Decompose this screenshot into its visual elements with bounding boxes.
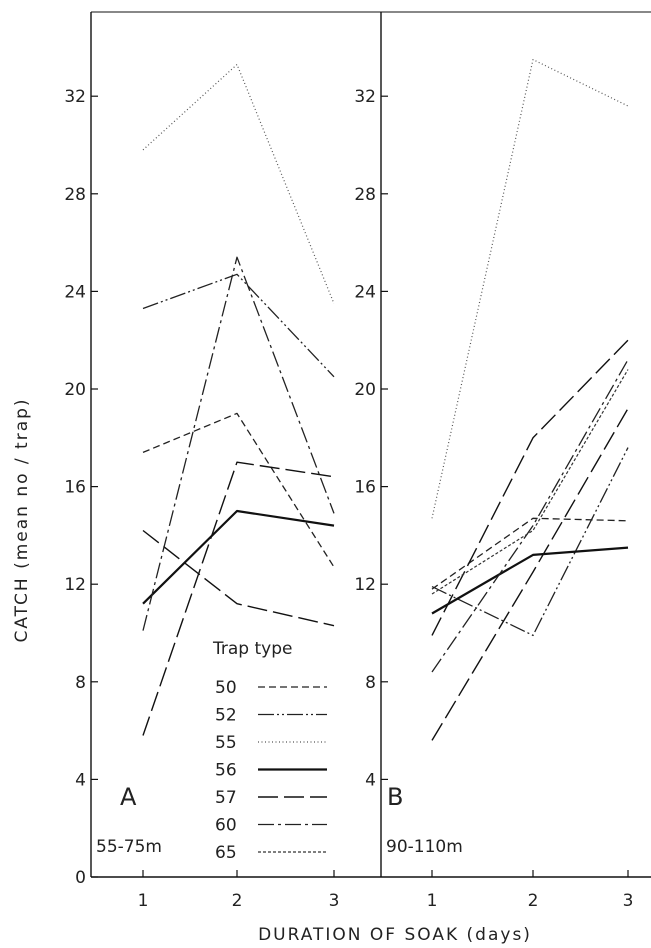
y-tick-label: 24 (354, 282, 376, 302)
series-line-60 (142, 256, 335, 631)
series-line-57 (142, 461, 335, 736)
legend-label: 52 (215, 706, 237, 726)
y-tick-label: 28 (354, 185, 376, 205)
series-line-56 (431, 546, 629, 615)
x-axis-title: DURATION OF SOAK (days) (258, 925, 532, 945)
y-tick-label: 8 (365, 673, 376, 693)
y-tick-label: 24 (64, 282, 86, 302)
y-tick-label: 12 (64, 575, 86, 595)
series-line-52 (142, 273, 335, 378)
legend-label: 60 (215, 816, 237, 836)
y-tick-label: 8 (75, 673, 86, 693)
panel-depth-label: 90-110m (386, 837, 463, 857)
x-tick-label: 2 (232, 891, 243, 911)
y-axis-title: CATCH (mean no / trap) (12, 397, 32, 642)
legend-label: 65 (215, 843, 237, 863)
panel-label: A (120, 783, 137, 811)
series-line-57 (431, 339, 629, 636)
legend-label: 55 (215, 733, 237, 753)
legend: Trap type 50 52 55 56 57 60 65 (212, 639, 327, 863)
y-tick-label: 20 (354, 380, 376, 400)
y-tick-label: 12 (354, 575, 376, 595)
y-tick-label: 32 (354, 87, 376, 107)
chart-frame (90, 11, 651, 878)
series-line-50 (142, 412, 335, 568)
series-line-57 (431, 408, 629, 741)
x-tick-label: 2 (528, 891, 539, 911)
legend-title: Trap type (212, 639, 292, 659)
series-line-56 (142, 509, 335, 605)
y-tick-label: 16 (64, 478, 86, 498)
y-tick-label: 28 (64, 185, 86, 205)
legend-label: 50 (215, 678, 237, 698)
series-line-55 (142, 63, 335, 304)
y-tick-label: 0 (75, 868, 86, 888)
series-line-55 (431, 58, 629, 519)
series-line-50 (431, 517, 629, 590)
legend-label: 57 (215, 788, 237, 808)
x-tick-label: 1 (138, 891, 149, 911)
series-line-57 (142, 529, 335, 627)
y-tick-label: 16 (354, 478, 376, 498)
panel-depth-label: 55-75m (96, 837, 162, 857)
panel-label: B (387, 783, 403, 811)
legend-label: 56 (215, 761, 237, 781)
x-tick-label: 3 (329, 891, 340, 911)
x-tick-label: 3 (623, 891, 634, 911)
chart-plot (142, 58, 629, 741)
series-line-60 (431, 359, 629, 673)
series-line-65 (431, 369, 629, 595)
y-tick-label: 32 (64, 87, 86, 107)
x-tick-label: 1 (427, 891, 438, 911)
y-tick-label: 4 (75, 770, 86, 790)
y-tick-label: 4 (365, 770, 376, 790)
series-line-52 (431, 447, 629, 637)
y-tick-label: 20 (64, 380, 86, 400)
